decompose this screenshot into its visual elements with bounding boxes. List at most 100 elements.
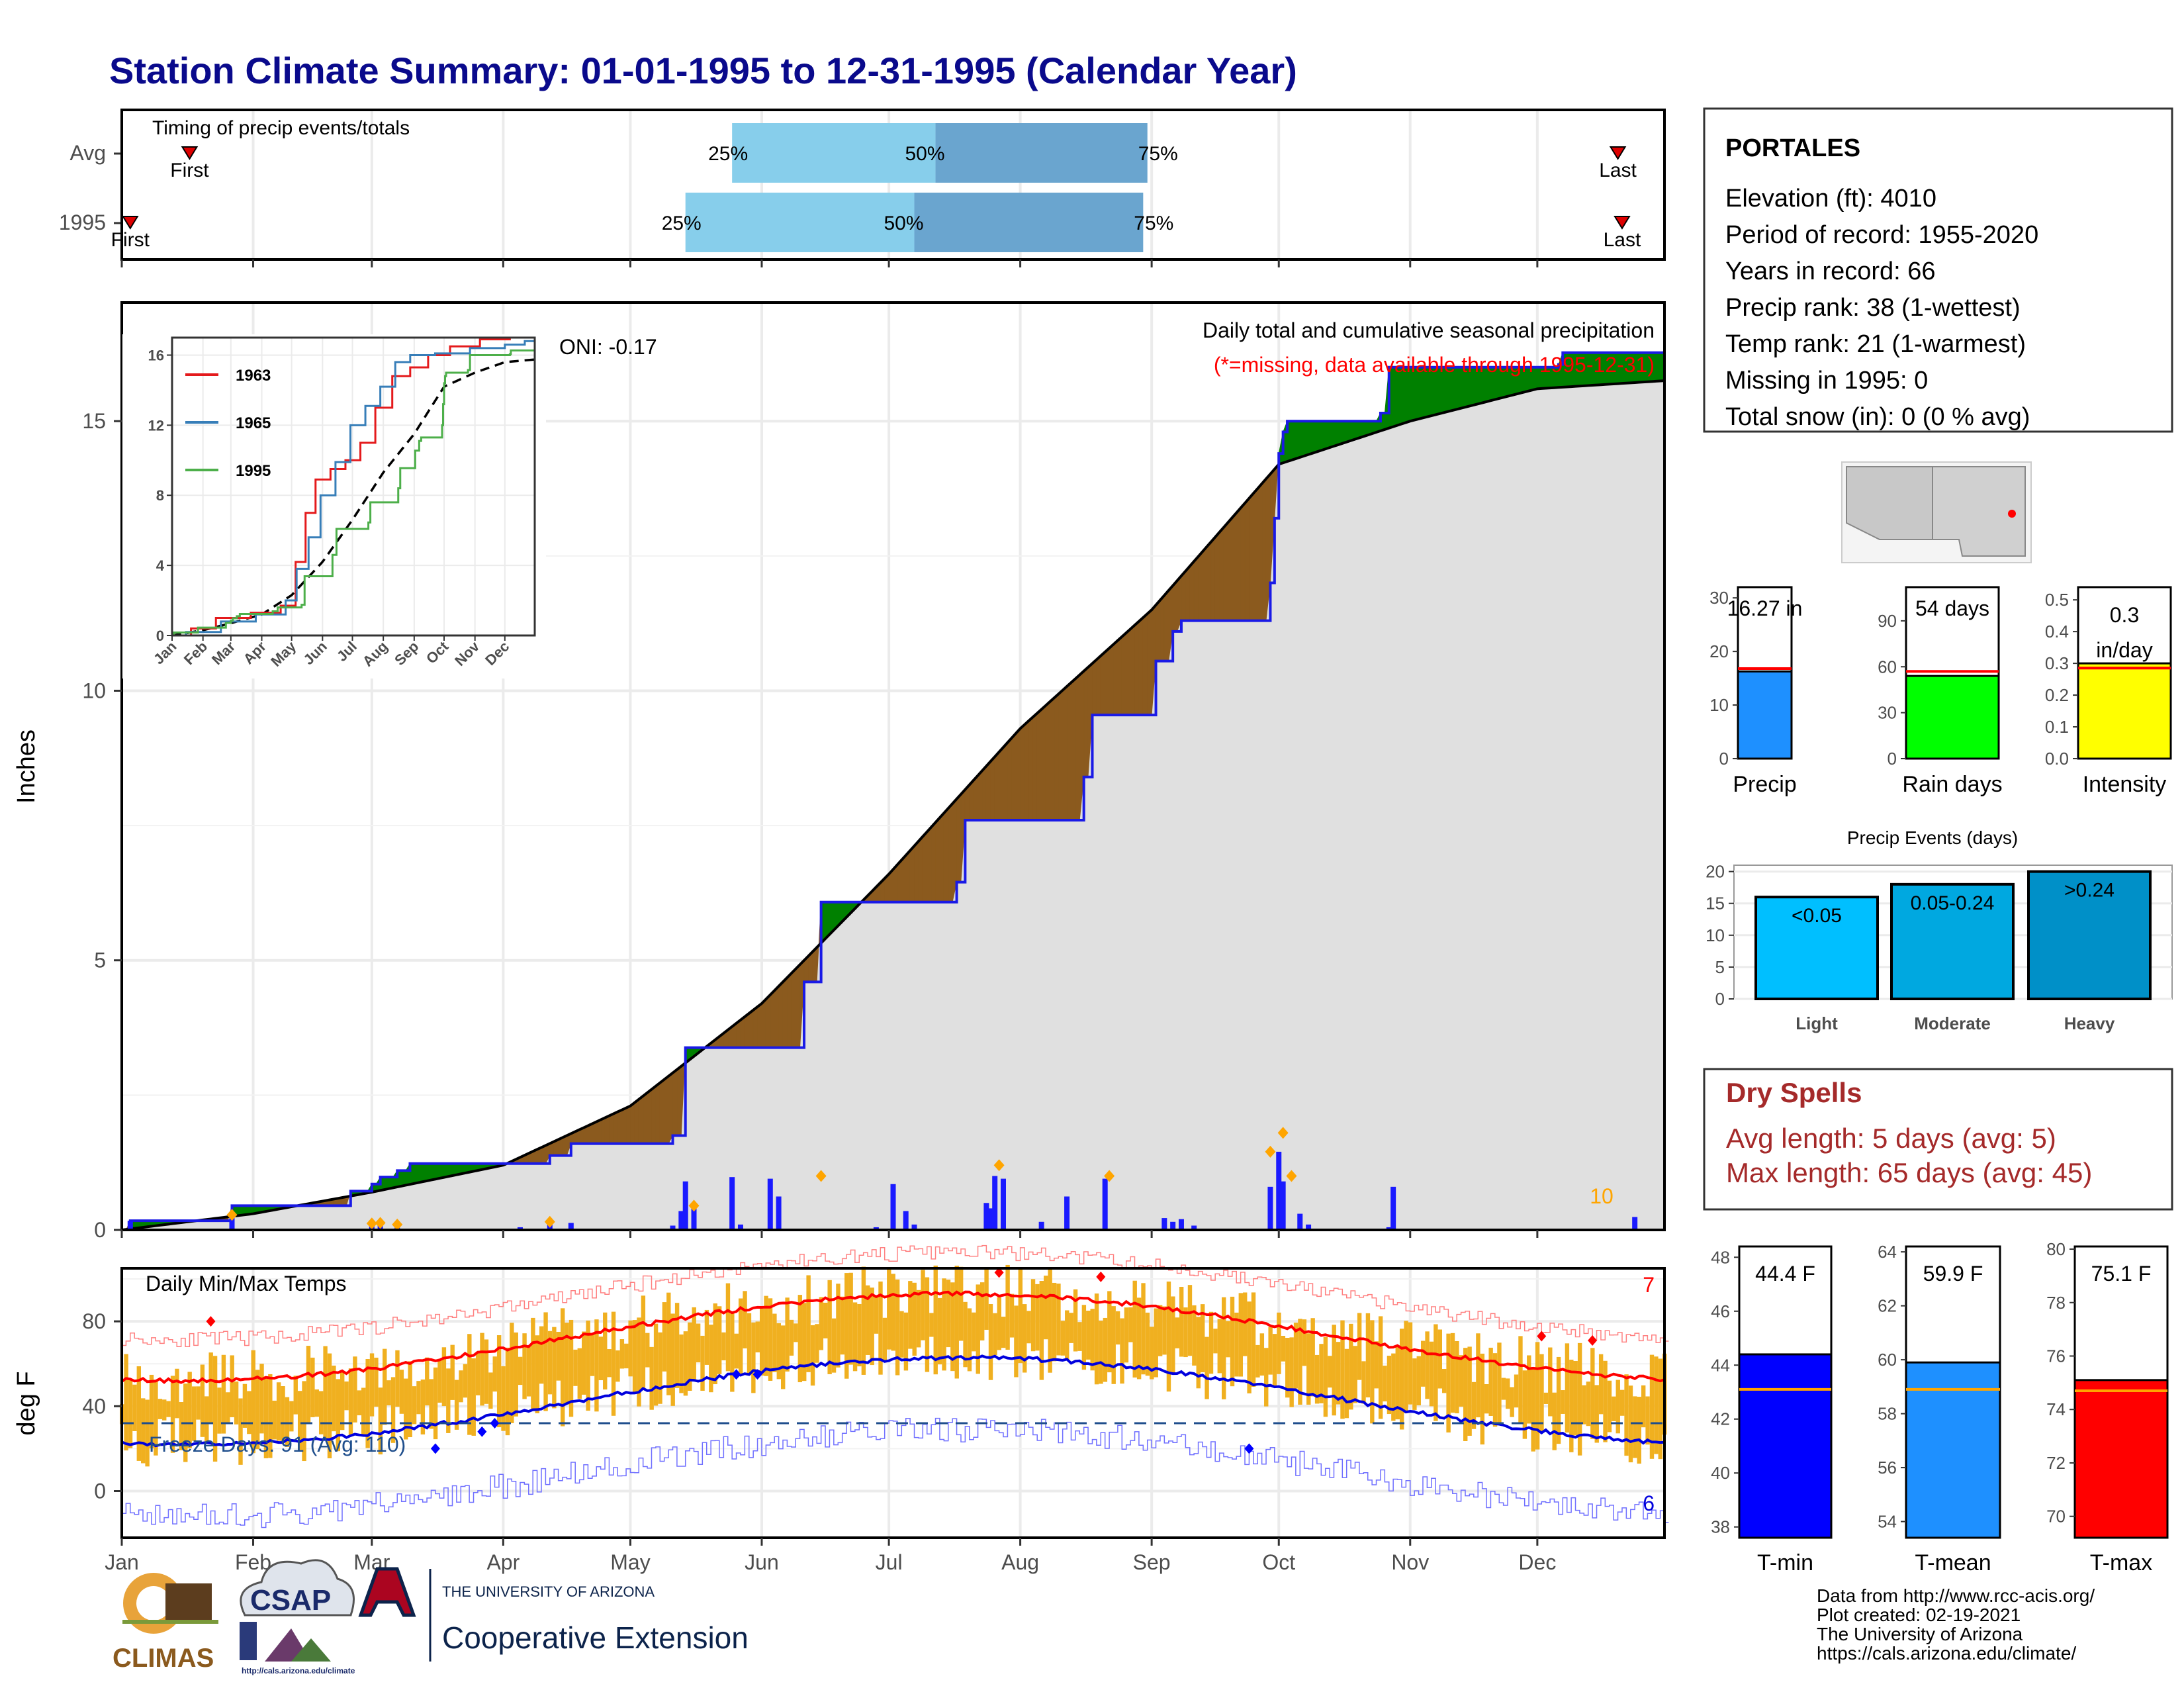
daily-temp-bar bbox=[255, 1370, 260, 1450]
daily-temp-bar bbox=[208, 1352, 213, 1425]
precip-deficit-fill bbox=[1024, 720, 1029, 821]
daily-temp-bar bbox=[1069, 1313, 1073, 1343]
daily-temp-bar bbox=[844, 1273, 849, 1379]
precip-deficit-fill bbox=[1160, 594, 1165, 662]
daily-temp-bar bbox=[925, 1277, 930, 1372]
daily-temp-bar bbox=[937, 1297, 942, 1365]
daily-temp-bar bbox=[946, 1280, 951, 1348]
daily-temp-bar bbox=[170, 1376, 175, 1453]
daily-precip-bar bbox=[568, 1223, 574, 1230]
timing-first-marker bbox=[122, 216, 139, 230]
precip-deficit-fill bbox=[1228, 516, 1233, 621]
daily-temp-bar bbox=[314, 1389, 319, 1417]
daily-temp-bar bbox=[496, 1335, 502, 1428]
inset-series-1965 bbox=[172, 340, 535, 637]
daily-temp-bar bbox=[327, 1353, 332, 1459]
precip-deficit-fill bbox=[1202, 545, 1207, 621]
daily-temp-bar bbox=[1332, 1325, 1336, 1416]
oni-label: ONI: -0.17 bbox=[559, 335, 657, 359]
daily-temp-bar bbox=[429, 1379, 433, 1429]
daily-temp-bar bbox=[1420, 1340, 1426, 1387]
daily-temp-bar bbox=[950, 1282, 955, 1372]
precip-deficit-fill bbox=[774, 985, 779, 1049]
daily-temp-bar bbox=[1298, 1319, 1302, 1405]
temp-bar-y-tick-label: 48 bbox=[1711, 1247, 1730, 1267]
daily-temp-bar bbox=[1573, 1360, 1578, 1436]
daily-temp-bar bbox=[717, 1306, 722, 1374]
daily-temp-bar bbox=[154, 1380, 158, 1456]
mini-y-tick-label: 60 bbox=[1878, 657, 1897, 677]
daily-temp-bar bbox=[390, 1377, 396, 1443]
mini-y-tick-label: 0 bbox=[1719, 749, 1729, 769]
daily-temp-bar bbox=[565, 1323, 569, 1405]
precip-deficit-fill bbox=[914, 840, 919, 903]
daily-temp-bar bbox=[1506, 1378, 1510, 1409]
daily-precip-bar bbox=[1170, 1221, 1176, 1230]
inset-series-1995 bbox=[172, 349, 535, 637]
daily-temp-bar bbox=[268, 1374, 273, 1458]
daily-temp-bar bbox=[963, 1301, 968, 1368]
precip-deficit-fill bbox=[676, 1065, 682, 1136]
daily-temp-bar bbox=[141, 1398, 146, 1464]
daily-temp-bar bbox=[573, 1349, 578, 1386]
daily-temp-bar bbox=[1365, 1313, 1371, 1397]
daily-temp-bar bbox=[730, 1311, 735, 1392]
daily-temp-bar bbox=[247, 1391, 251, 1434]
precip-deficit-fill bbox=[973, 774, 978, 821]
daily-temp-bar bbox=[933, 1265, 938, 1375]
mini-bar-fill bbox=[1905, 675, 2000, 760]
precip-surplus-fill bbox=[418, 1163, 424, 1184]
precip-surplus-fill bbox=[1655, 352, 1661, 382]
precip-y-tick-label: 5 bbox=[94, 949, 106, 972]
daily-temp-bar bbox=[336, 1379, 340, 1452]
daily-temp-bar bbox=[1598, 1354, 1604, 1415]
daily-temp-bar bbox=[577, 1348, 582, 1399]
daily-temp-bar bbox=[827, 1280, 832, 1374]
precip-deficit-fill bbox=[943, 808, 949, 903]
daily-temp-bar bbox=[446, 1368, 451, 1433]
event-marker bbox=[375, 1217, 386, 1229]
precip-deficit-fill bbox=[1054, 693, 1059, 821]
daily-temp-bar bbox=[1154, 1308, 1158, 1378]
daily-temp-bar bbox=[1277, 1312, 1281, 1374]
daily-temp-bar bbox=[1208, 1311, 1214, 1374]
precip-deficit-fill bbox=[931, 821, 936, 903]
daily-temp-bar bbox=[475, 1351, 480, 1395]
daily-temp-bar bbox=[709, 1325, 713, 1393]
daily-temp-bar bbox=[789, 1319, 794, 1356]
daily-temp-bar bbox=[1107, 1291, 1112, 1373]
precip-deficit-fill bbox=[1189, 560, 1195, 621]
mini-y-tick-label: 30 bbox=[1878, 703, 1897, 723]
daily-temp-bar bbox=[310, 1357, 315, 1417]
freeze-days-label: Freeze Days: 91 (Avg: 110) bbox=[149, 1432, 406, 1456]
events-y-tick-label: 0 bbox=[1715, 989, 1725, 1009]
daily-temp-bar bbox=[751, 1322, 756, 1393]
temps-y-axis-label: deg F bbox=[13, 1371, 40, 1435]
daily-temp-bar bbox=[921, 1270, 925, 1340]
daily-temp-bar bbox=[1590, 1348, 1595, 1439]
timing-q75-label: 75% bbox=[1138, 143, 1178, 165]
daily-temp-bar bbox=[1561, 1390, 1565, 1414]
month-label: Nov bbox=[1391, 1550, 1429, 1574]
daily-temp-bar bbox=[874, 1297, 879, 1334]
daily-temp-bar bbox=[200, 1364, 205, 1437]
daily-precip-bar bbox=[670, 1225, 676, 1230]
daily-temp-bar bbox=[399, 1370, 404, 1414]
daily-temp-bar bbox=[526, 1346, 531, 1397]
daily-temp-bar bbox=[1510, 1387, 1514, 1417]
precip-deficit-fill bbox=[1142, 613, 1148, 716]
daily-temp-bar bbox=[179, 1402, 184, 1450]
daily-temp-bar bbox=[1196, 1317, 1201, 1389]
precip-deficit-fill bbox=[672, 1068, 678, 1136]
precip-y-tick-label: 15 bbox=[82, 409, 106, 433]
daily-temp-bar bbox=[289, 1401, 294, 1432]
daily-temp-bar bbox=[1501, 1378, 1506, 1400]
precip-deficit-fill bbox=[613, 1111, 618, 1145]
precip-deficit-fill bbox=[1045, 701, 1050, 821]
daily-temp-bar bbox=[263, 1376, 269, 1458]
daily-temp-bar bbox=[1285, 1338, 1290, 1398]
daily-temp-bar bbox=[658, 1332, 662, 1404]
inset-y-tick-label: 4 bbox=[156, 557, 165, 574]
daily-temp-bar bbox=[1255, 1344, 1260, 1378]
record-high-marker bbox=[1537, 1331, 1547, 1342]
